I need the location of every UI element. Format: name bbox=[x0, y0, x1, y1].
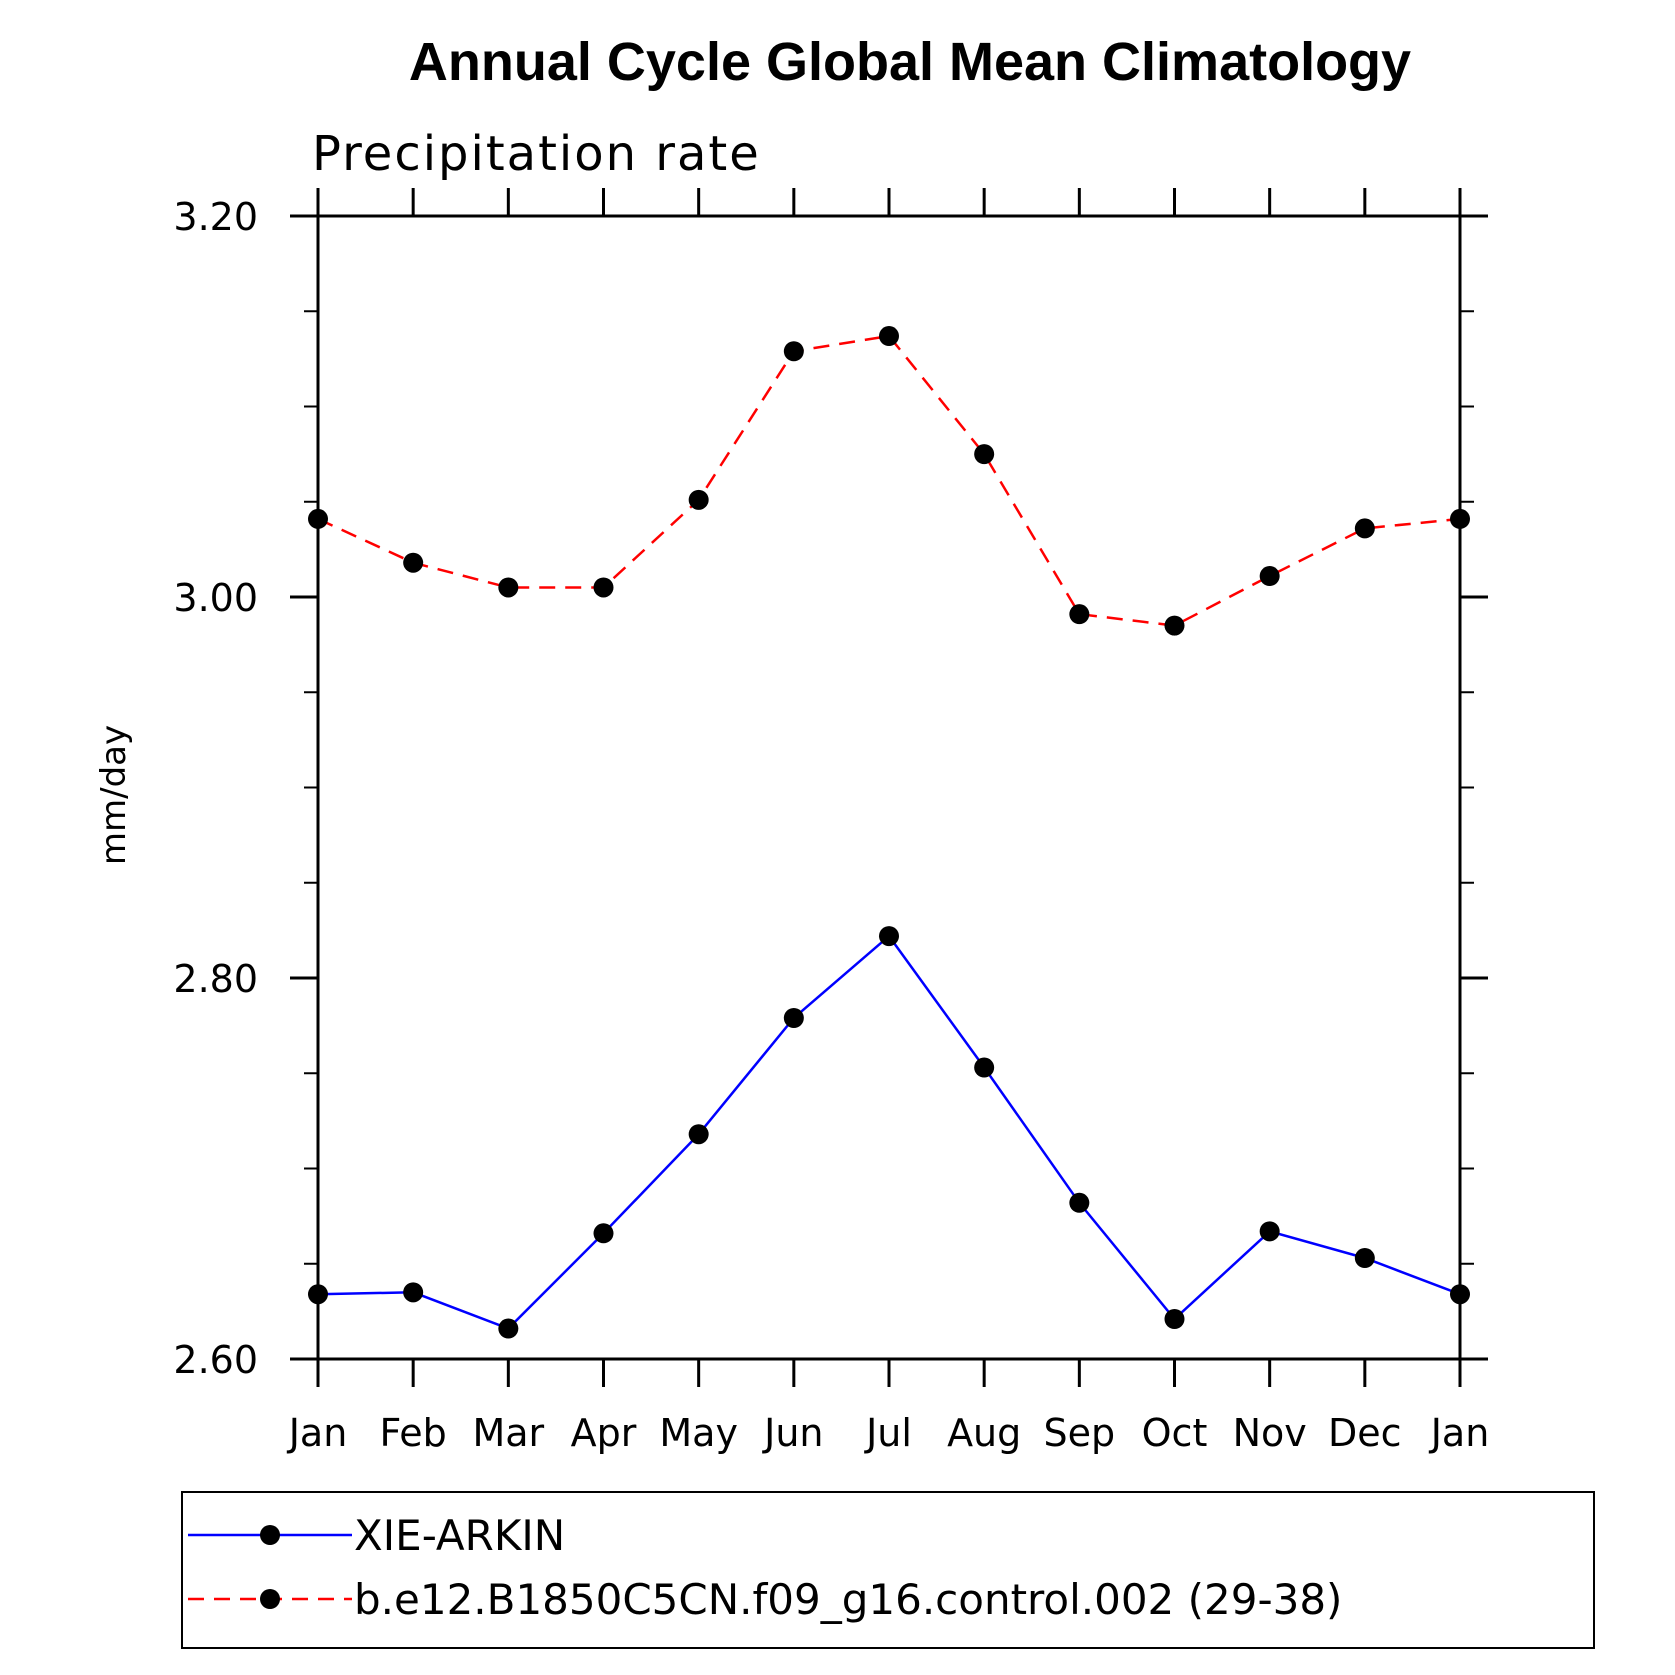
data-point-series0 bbox=[1164, 1308, 1185, 1329]
x-tick-label: Jan bbox=[1429, 1411, 1490, 1455]
data-point-series0 bbox=[308, 1284, 328, 1305]
x-tick-label: Feb bbox=[380, 1411, 447, 1455]
data-point-series0 bbox=[974, 1057, 995, 1078]
x-tick-label: Jun bbox=[762, 1411, 823, 1455]
x-tick-label: Nov bbox=[1233, 1411, 1307, 1455]
x-tick-label: Oct bbox=[1142, 1411, 1208, 1455]
y-tick-label: 3.00 bbox=[173, 576, 258, 620]
data-point-series1 bbox=[783, 341, 804, 362]
data-point-series0 bbox=[1069, 1192, 1090, 1213]
data-point-series1 bbox=[688, 489, 709, 510]
data-point-series1 bbox=[1164, 615, 1185, 636]
y-tick-label: 2.80 bbox=[173, 957, 258, 1001]
data-point-series1 bbox=[308, 508, 328, 529]
data-point-series0 bbox=[593, 1223, 614, 1244]
data-point-series1 bbox=[1259, 566, 1280, 587]
x-tick-label: Apr bbox=[571, 1411, 637, 1455]
chart-title: Annual Cycle Global Mean Climatology bbox=[409, 32, 1411, 92]
data-point-series1 bbox=[1450, 508, 1470, 529]
x-tick-label: Aug bbox=[947, 1411, 1021, 1455]
series-line-0 bbox=[317, 934, 1461, 1330]
data-point-series0 bbox=[879, 926, 899, 947]
axes-layer: 2.60 2.80 3.00 3.20 Jan Feb Mar Apr May Jun Jul Aug… bbox=[173, 188, 1489, 1455]
plot-frame bbox=[316, 214, 1462, 1361]
data-point-series1 bbox=[593, 577, 614, 598]
data-point-series0 bbox=[1259, 1221, 1280, 1242]
legend: XIE-ARKIN b.e12.B1850C5CN.f09_g16.contro… bbox=[181, 1491, 1595, 1649]
data-point-series0 bbox=[1450, 1284, 1470, 1305]
y-tick-label: 3.20 bbox=[173, 195, 258, 239]
data-point-series0 bbox=[688, 1124, 709, 1145]
series-line-1 bbox=[317, 334, 1461, 627]
series-layer bbox=[308, 326, 1470, 1339]
legend-label-model: b.e12.B1850C5CN.f09_g16.control.002 (29-… bbox=[354, 1575, 1342, 1624]
data-point-series0 bbox=[498, 1318, 519, 1339]
legend-box bbox=[181, 1491, 1595, 1649]
x-tick-label: Dec bbox=[1328, 1411, 1402, 1455]
data-point-series1 bbox=[1354, 518, 1375, 539]
data-point-series0 bbox=[1354, 1248, 1375, 1269]
data-point-series0 bbox=[783, 1008, 804, 1029]
x-tick-label: Jul bbox=[864, 1411, 912, 1455]
x-tick-label: May bbox=[659, 1411, 738, 1455]
x-tick-label: Sep bbox=[1044, 1411, 1116, 1455]
data-point-series1 bbox=[403, 552, 424, 573]
legend-marker-xie-arkin bbox=[260, 1525, 280, 1545]
y-axis-label: mm/day bbox=[94, 725, 134, 865]
data-point-series1 bbox=[879, 326, 899, 347]
x-tick-label: Jan bbox=[287, 1411, 348, 1455]
data-point-series1 bbox=[1069, 604, 1090, 625]
legend-marker-model bbox=[260, 1589, 280, 1609]
chart-subtitle: Precipitation rate bbox=[312, 126, 761, 182]
data-point-series1 bbox=[498, 577, 519, 598]
legend-label-xie-arkin: XIE-ARKIN bbox=[354, 1511, 565, 1560]
data-point-series0 bbox=[403, 1282, 424, 1303]
y-tick-label: 2.60 bbox=[173, 1338, 258, 1382]
data-point-series1 bbox=[974, 444, 995, 465]
x-tick-label: Mar bbox=[472, 1411, 544, 1455]
